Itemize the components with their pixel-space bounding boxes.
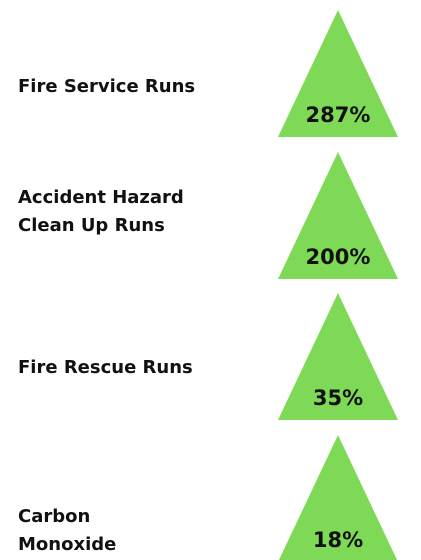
item-label: Accident Hazard — [18, 187, 184, 208]
item-label: Fire Service Runs — [18, 76, 195, 97]
percent-value: 200% — [306, 245, 371, 269]
triangle — [278, 435, 398, 560]
item-label: Monoxide — [18, 534, 116, 555]
item-label: Carbon — [18, 506, 90, 527]
item-label: Clean Up Runs — [18, 215, 165, 236]
percent-value: 287% — [306, 103, 371, 127]
percent-value: 18% — [313, 528, 363, 552]
triangle — [278, 293, 398, 420]
item-label: Fire Rescue Runs — [18, 357, 193, 378]
triangle — [278, 10, 398, 137]
triangle — [278, 152, 398, 279]
percent-value: 35% — [313, 386, 363, 410]
